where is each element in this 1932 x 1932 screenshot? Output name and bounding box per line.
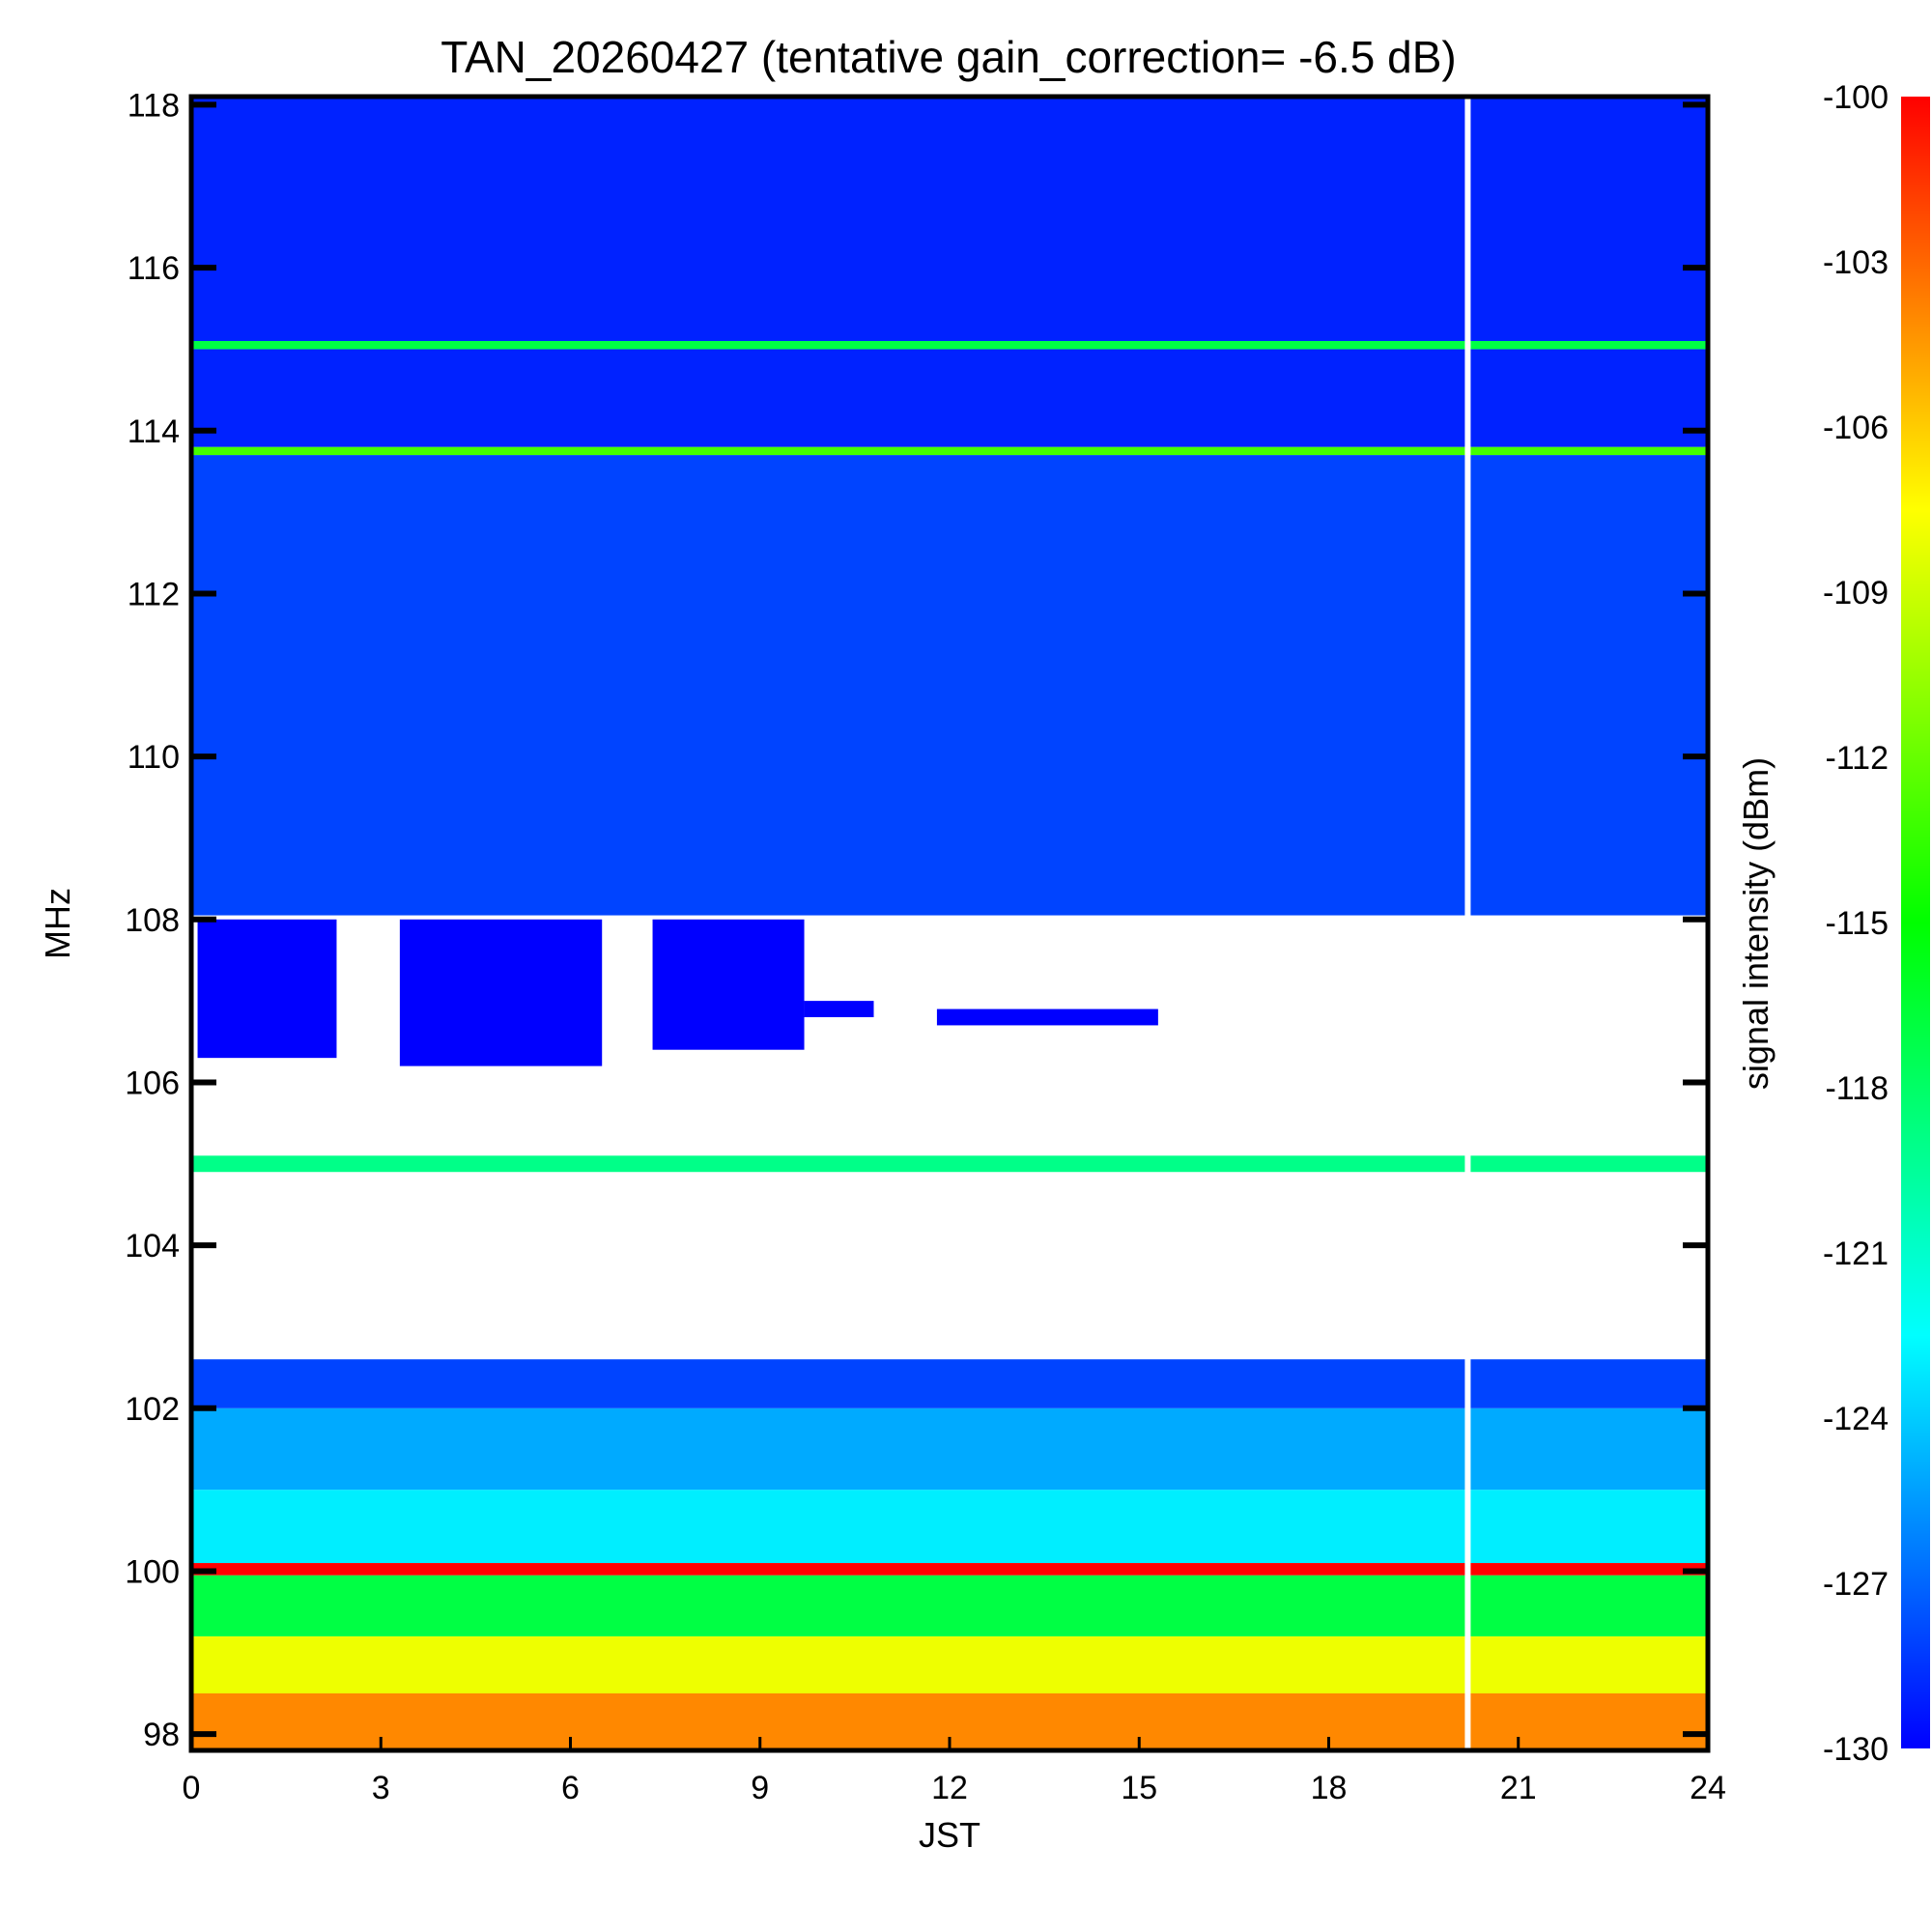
heatmap-band bbox=[191, 341, 1708, 350]
colorbar bbox=[1901, 97, 1930, 1748]
colorbar-tick-label: -127 bbox=[1823, 1566, 1889, 1603]
colorbar-tick-label: -109 bbox=[1823, 575, 1889, 611]
heatmap-band bbox=[191, 349, 1708, 447]
colorbar-tick-label: -106 bbox=[1823, 410, 1889, 446]
x-tick-label: 12 bbox=[931, 1770, 968, 1806]
heatmap-region bbox=[197, 919, 337, 1059]
x-tick-label: 24 bbox=[1690, 1770, 1726, 1806]
heatmap-band bbox=[191, 1359, 1708, 1408]
y-axis-ticks: 98 100 102 104 106 108 110 112 114 116 118 bbox=[125, 87, 1708, 1753]
colorbar-tick-label: -115 bbox=[1825, 905, 1889, 942]
heatmap-bands bbox=[191, 97, 1708, 1750]
y-tick-label: 104 bbox=[125, 1228, 180, 1264]
heatmap-region bbox=[399, 919, 603, 1066]
y-tick-label: 112 bbox=[128, 576, 180, 612]
heatmap-band bbox=[191, 1155, 1708, 1173]
x-axis-ticks: 0 3 6 9 12 15 18 21 24 bbox=[183, 1737, 1726, 1806]
x-tick-label: 18 bbox=[1311, 1770, 1348, 1806]
x-tick-label: 3 bbox=[372, 1770, 390, 1806]
x-tick-label: 15 bbox=[1121, 1770, 1157, 1806]
heatmap-band bbox=[191, 446, 1708, 456]
y-tick-label: 100 bbox=[125, 1553, 180, 1590]
heatmap-band bbox=[191, 97, 1708, 342]
colorbar-tick-label: -112 bbox=[1825, 740, 1889, 777]
y-tick-label: 108 bbox=[125, 902, 180, 939]
heatmap-partial-regions bbox=[197, 919, 1158, 1066]
x-tick-label: 0 bbox=[183, 1770, 201, 1806]
heatmap-band bbox=[191, 1635, 1708, 1693]
colorbar-ticks: -100 -103 -106 -109 -112 -115 -118 -121 -124 -127… bbox=[1823, 79, 1889, 1768]
chart-title: TAN_20260427 (tentative gain_correction=… bbox=[440, 32, 1456, 82]
colorbar-tick-label: -118 bbox=[1825, 1070, 1889, 1107]
x-tick-label: 9 bbox=[751, 1770, 769, 1806]
colorbar-label: signal intensity (dBm) bbox=[1736, 757, 1776, 1090]
heatmap-band bbox=[191, 1563, 1708, 1576]
x-tick-label: 6 bbox=[561, 1770, 580, 1806]
colorbar-tick-label: -100 bbox=[1823, 79, 1889, 116]
heatmap-region bbox=[936, 1009, 1158, 1026]
colorbar-tick-label: -130 bbox=[1823, 1731, 1889, 1768]
y-tick-label: 114 bbox=[128, 413, 180, 450]
heatmap-band bbox=[191, 1575, 1708, 1636]
heatmap-region bbox=[652, 919, 805, 1050]
y-tick-label: 102 bbox=[125, 1391, 180, 1428]
y-tick-label: 118 bbox=[128, 87, 180, 124]
y-axis-label: MHz bbox=[38, 888, 77, 959]
data-gap-line bbox=[1464, 97, 1471, 1750]
heatmap-band bbox=[191, 455, 1708, 916]
colorbar-tick-label: -121 bbox=[1823, 1236, 1889, 1272]
heatmap-region bbox=[804, 1001, 874, 1017]
x-axis-label: JST bbox=[919, 1815, 980, 1855]
y-tick-label: 110 bbox=[128, 739, 180, 776]
data-gap-line bbox=[1464, 97, 1471, 1750]
colorbar-tick-label: -103 bbox=[1823, 244, 1889, 281]
heatmap-band bbox=[191, 1490, 1708, 1564]
heatmap-band bbox=[191, 1407, 1708, 1491]
x-tick-label: 21 bbox=[1500, 1770, 1537, 1806]
colorbar-tick-label: -124 bbox=[1823, 1401, 1889, 1437]
y-tick-label: 106 bbox=[125, 1065, 180, 1101]
y-tick-label: 116 bbox=[128, 250, 180, 287]
y-tick-label: 98 bbox=[143, 1717, 180, 1753]
